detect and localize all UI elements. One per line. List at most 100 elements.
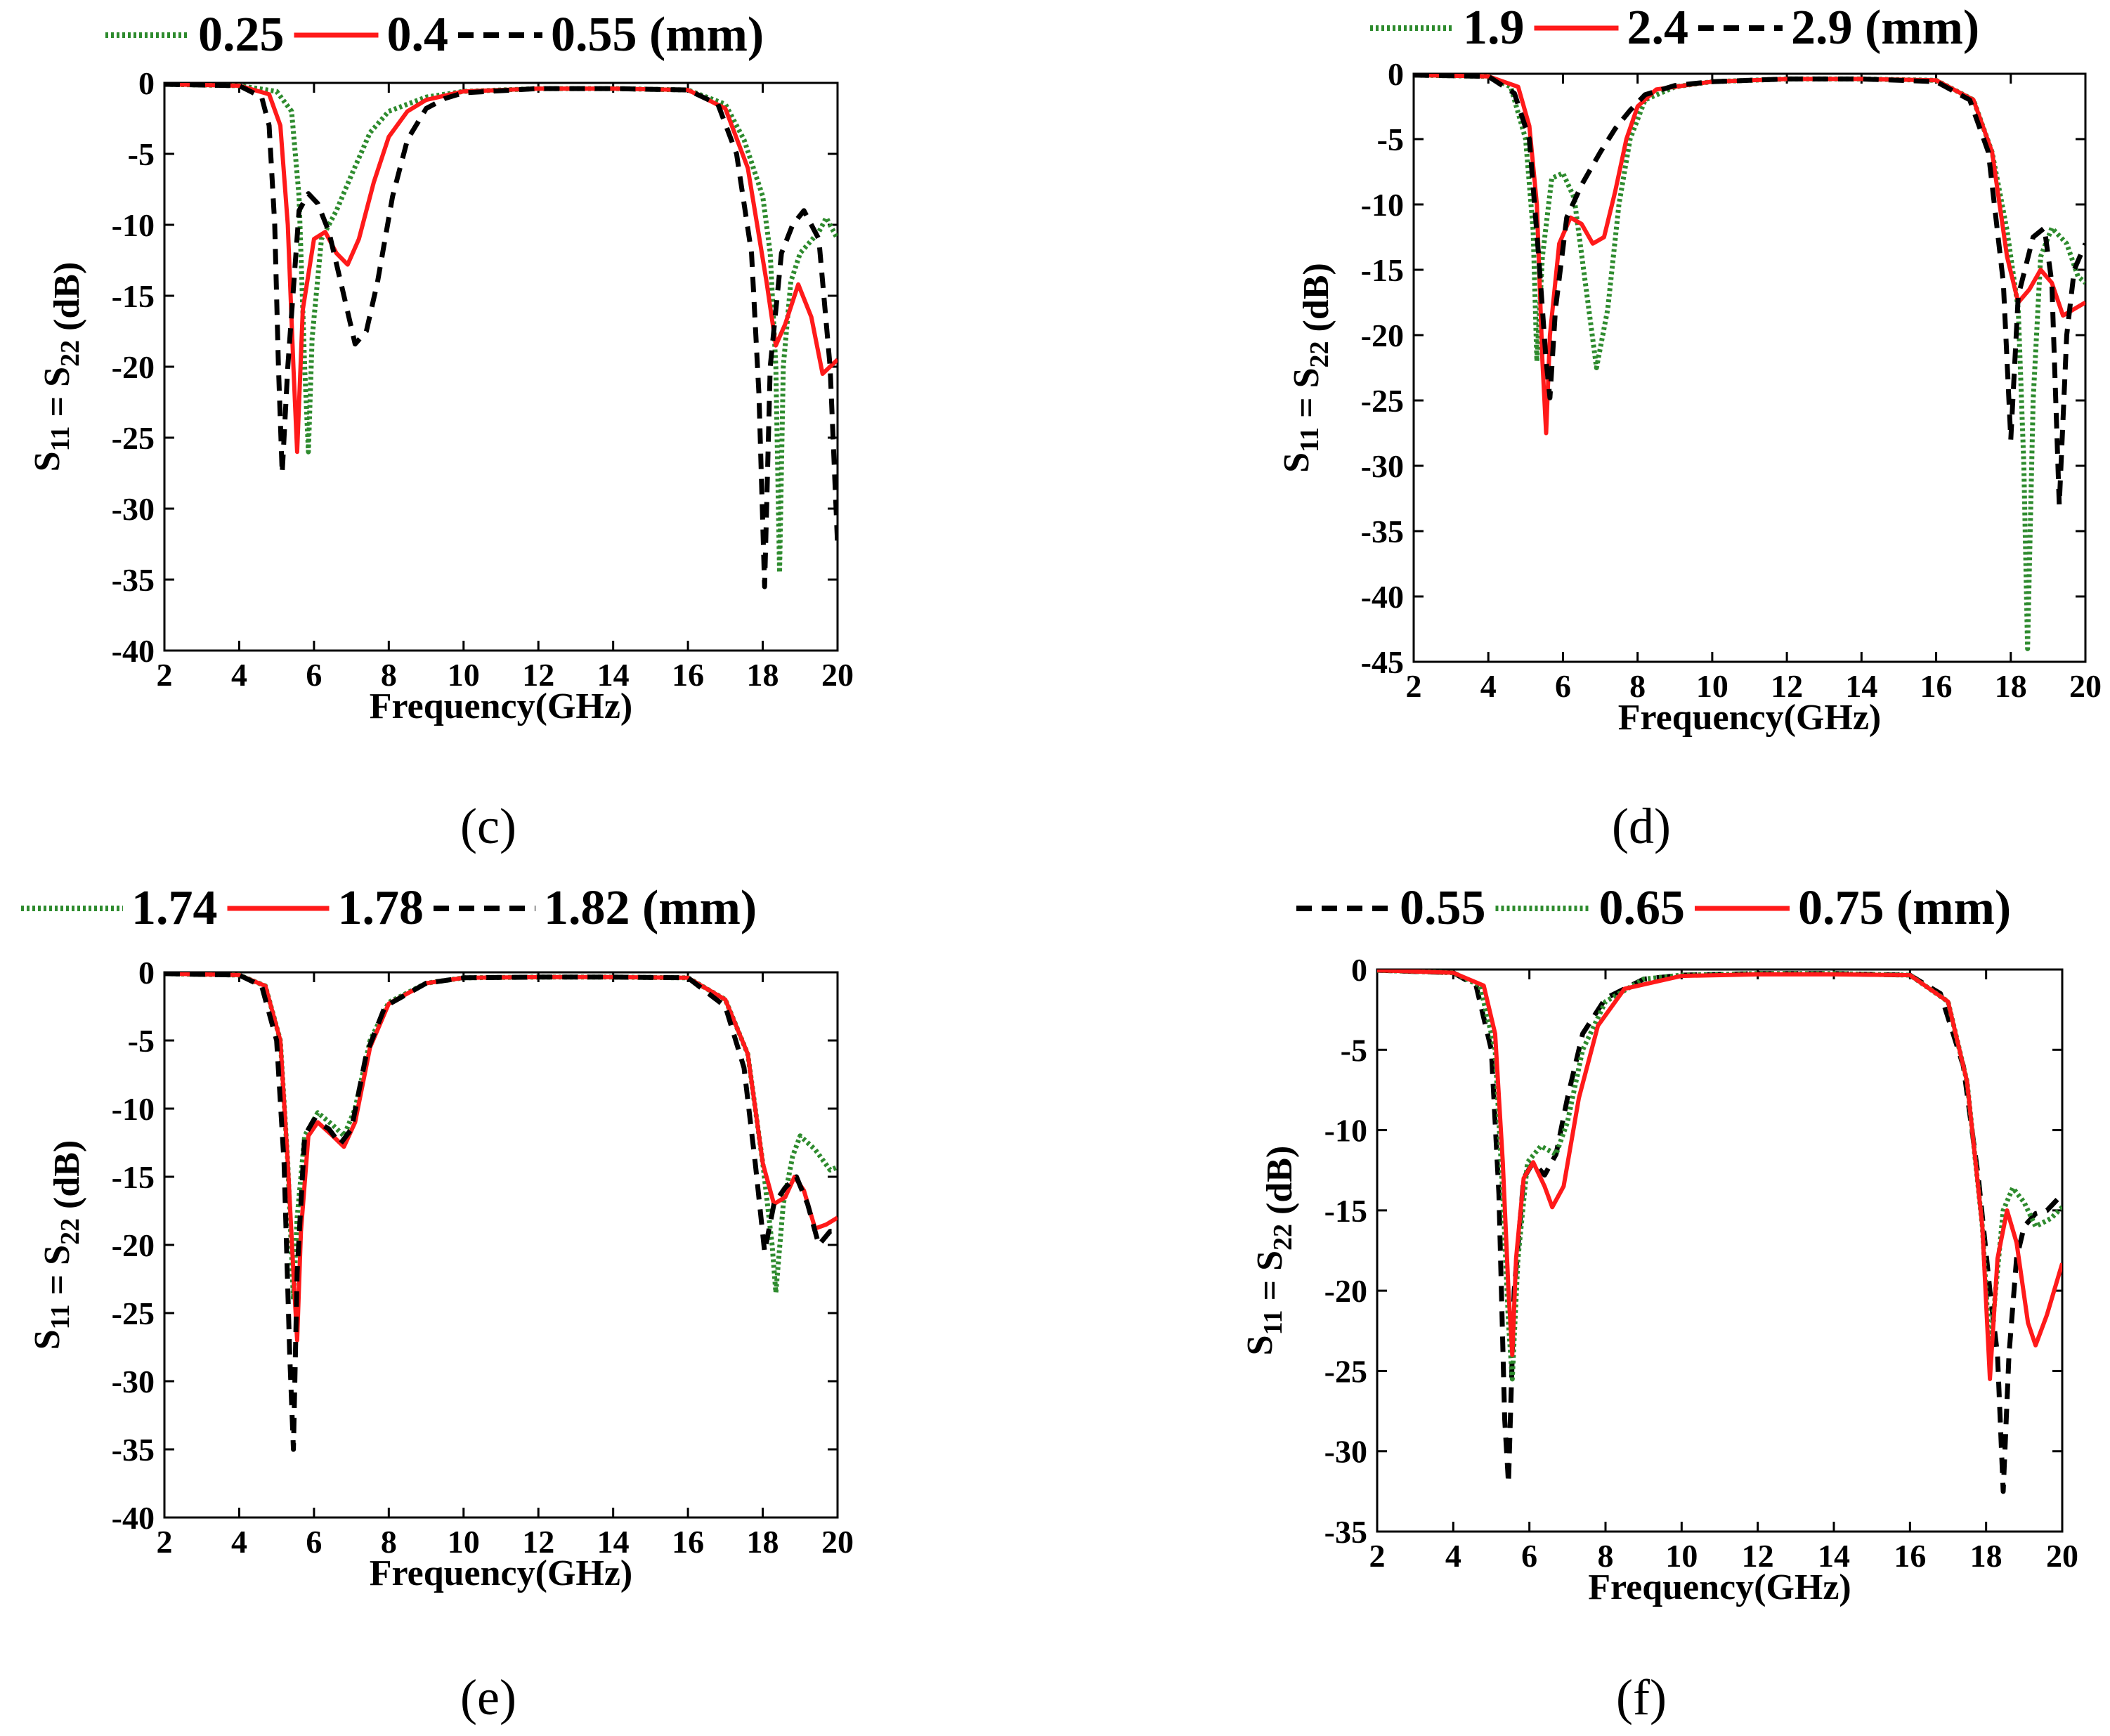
y-axis-label-subscript: 11 xyxy=(46,426,75,451)
x-tick-label: 16 xyxy=(672,657,704,693)
series-line-0.4 xyxy=(164,83,838,455)
y-tick-label: -5 xyxy=(128,136,155,172)
panel-label: (d) xyxy=(1612,798,1671,854)
x-tick-label: 12 xyxy=(522,1524,554,1560)
x-tick-label: 20 xyxy=(821,657,854,693)
y-axis-label-part: (dB) xyxy=(1260,1146,1300,1224)
y-tick-label: -25 xyxy=(1361,383,1404,419)
series-line-1.82 xyxy=(164,972,838,1452)
y-tick-label: 0 xyxy=(138,955,155,991)
legend-label-1.9: 1.9 xyxy=(1463,1,1525,55)
series-group xyxy=(1377,970,2062,1494)
y-axis-label-part: S xyxy=(27,451,67,471)
y-axis-label-part: (dB) xyxy=(47,1140,87,1218)
chart-panel-4: 2 4 6 8 10 12 14 16 18 20 0 -5 -10 -15 -20 -25 -30 -35 Fre… xyxy=(1240,881,2078,1725)
y-axis-label-subscript: 11 xyxy=(1295,427,1324,452)
y-tick-label: -20 xyxy=(1324,1273,1367,1309)
x-axis-label: Frequency(GHz) xyxy=(370,1553,633,1593)
x-tick-label: 16 xyxy=(672,1524,704,1560)
y-axis-label-subscript: 11 xyxy=(1258,1310,1288,1335)
x-tick-label: 10 xyxy=(448,657,480,693)
legend-label-2.4: 2.4 xyxy=(1627,1,1689,55)
panel-label: (e) xyxy=(460,1669,516,1725)
legend-label-0.55: 0.55 xyxy=(1400,881,1486,935)
y-tick-label: -25 xyxy=(112,1296,155,1331)
y-axis-label: S11 = S22 (dB) xyxy=(1240,1146,1300,1356)
x-tick-label: 6 xyxy=(1555,668,1571,704)
x-tick-label: 6 xyxy=(306,1524,322,1560)
x-tick-label: 14 xyxy=(597,1524,630,1560)
y-tick-label: -35 xyxy=(112,562,155,598)
legend: 0.55 0.65 0.75 (mm) xyxy=(1296,881,2011,935)
x-tick-label: 20 xyxy=(821,1524,854,1560)
series-line-0.75 xyxy=(1377,970,2062,1381)
y-tick-label: -30 xyxy=(112,491,155,527)
y-tick-label: -35 xyxy=(112,1432,155,1468)
panel-label: (c) xyxy=(460,798,516,854)
y-tick-label: -10 xyxy=(1361,187,1404,223)
y-axis-label-part: S xyxy=(27,1329,67,1350)
y-tick-label: -15 xyxy=(112,278,155,314)
y-axis-label-part: = S xyxy=(1287,367,1327,427)
y-tick-label: -40 xyxy=(112,1500,155,1536)
x-tick-label: 10 xyxy=(1696,668,1728,704)
series-group xyxy=(164,83,838,589)
y-axis-label-subscript: 11 xyxy=(46,1304,75,1329)
x-tick-label: 4 xyxy=(1445,1538,1461,1574)
y-axis-label: S11 = S22 (dB) xyxy=(1277,263,1336,473)
y-tick-label: -45 xyxy=(1361,644,1404,680)
x-tick-label: 2 xyxy=(1406,668,1422,704)
x-tick-label: 8 xyxy=(381,657,397,693)
y-axis-label-part: S xyxy=(1240,1335,1280,1355)
series-group xyxy=(164,972,838,1452)
series-line-2.9 xyxy=(1414,74,2085,508)
x-tick-label: 18 xyxy=(1970,1538,2002,1574)
x-tick-label: 2 xyxy=(1369,1538,1386,1574)
legend-label-0.4: 0.4 xyxy=(387,8,449,62)
legend: 1.9 2.4 2.9 (mm) xyxy=(1370,1,1979,55)
x-tick-label: 8 xyxy=(1629,668,1646,704)
plot-frame xyxy=(163,971,839,1519)
y-axis-label-subscript: 22 xyxy=(56,340,85,367)
y-tick-label: -30 xyxy=(1324,1434,1367,1470)
legend-label-2.9: 2.9 (mm) xyxy=(1791,1,1979,55)
series-line-1.9 xyxy=(1414,74,2085,651)
x-tick-label: 8 xyxy=(381,1524,397,1560)
legend-label-0.75: 0.75 (mm) xyxy=(1798,881,2011,935)
legend: 1.74 1.78 1.82 (mm) xyxy=(21,881,757,935)
y-axis-label-subscript: 22 xyxy=(56,1218,85,1245)
y-tick-label: -20 xyxy=(112,349,155,385)
x-tick-label: 6 xyxy=(1521,1538,1537,1574)
x-tick-label: 8 xyxy=(1598,1538,1614,1574)
y-tick-label: -35 xyxy=(1361,514,1404,549)
x-tick-label: 12 xyxy=(1771,668,1803,704)
x-tick-label: 18 xyxy=(747,1524,779,1560)
plot-frame xyxy=(1412,72,2087,663)
x-tick-label: 14 xyxy=(1818,1538,1850,1574)
legend-label-0.65: 0.65 xyxy=(1599,881,1686,935)
x-tick-label: 4 xyxy=(1480,668,1497,704)
x-axis-label: Frequency(GHz) xyxy=(370,686,633,726)
plot-frame xyxy=(163,81,839,652)
y-axis-label-part: (dB) xyxy=(47,262,87,340)
y-axis-label-subscript: 22 xyxy=(1305,341,1334,367)
y-tick-label: -40 xyxy=(112,633,155,669)
y-axis-label-part: (dB) xyxy=(1296,263,1336,341)
series-line-2.4 xyxy=(1414,74,2085,436)
legend-label-1.74: 1.74 xyxy=(131,881,218,935)
chart-panel-1: 2 4 6 8 10 12 14 16 18 20 0 -5 -10 -15 -20 -25 -30 -35 -40… xyxy=(27,8,854,854)
y-axis-label-subscript: 22 xyxy=(1268,1224,1298,1251)
legend-label-1.78: 1.78 xyxy=(338,881,424,935)
series-line-0.55 xyxy=(164,83,838,589)
y-tick-label: -10 xyxy=(1324,1113,1367,1149)
y-tick-label: -15 xyxy=(112,1159,155,1195)
x-tick-label: 4 xyxy=(231,1524,247,1560)
y-tick-label: -15 xyxy=(1361,252,1404,288)
legend: 0.25 0.4 0.55 (mm) xyxy=(105,8,764,62)
y-tick-label: -5 xyxy=(1341,1032,1367,1068)
y-axis-label-part: = S xyxy=(37,367,77,426)
y-tick-label: -5 xyxy=(1377,122,1404,157)
chart-panel-2: 2 4 6 8 10 12 14 16 18 20 0 -5 -10 -15 -20 -25 -30 -35 -40… xyxy=(1277,1,2102,854)
y-axis-label-part: = S xyxy=(1250,1251,1290,1310)
x-axis-label: Frequency(GHz) xyxy=(1618,698,1882,738)
